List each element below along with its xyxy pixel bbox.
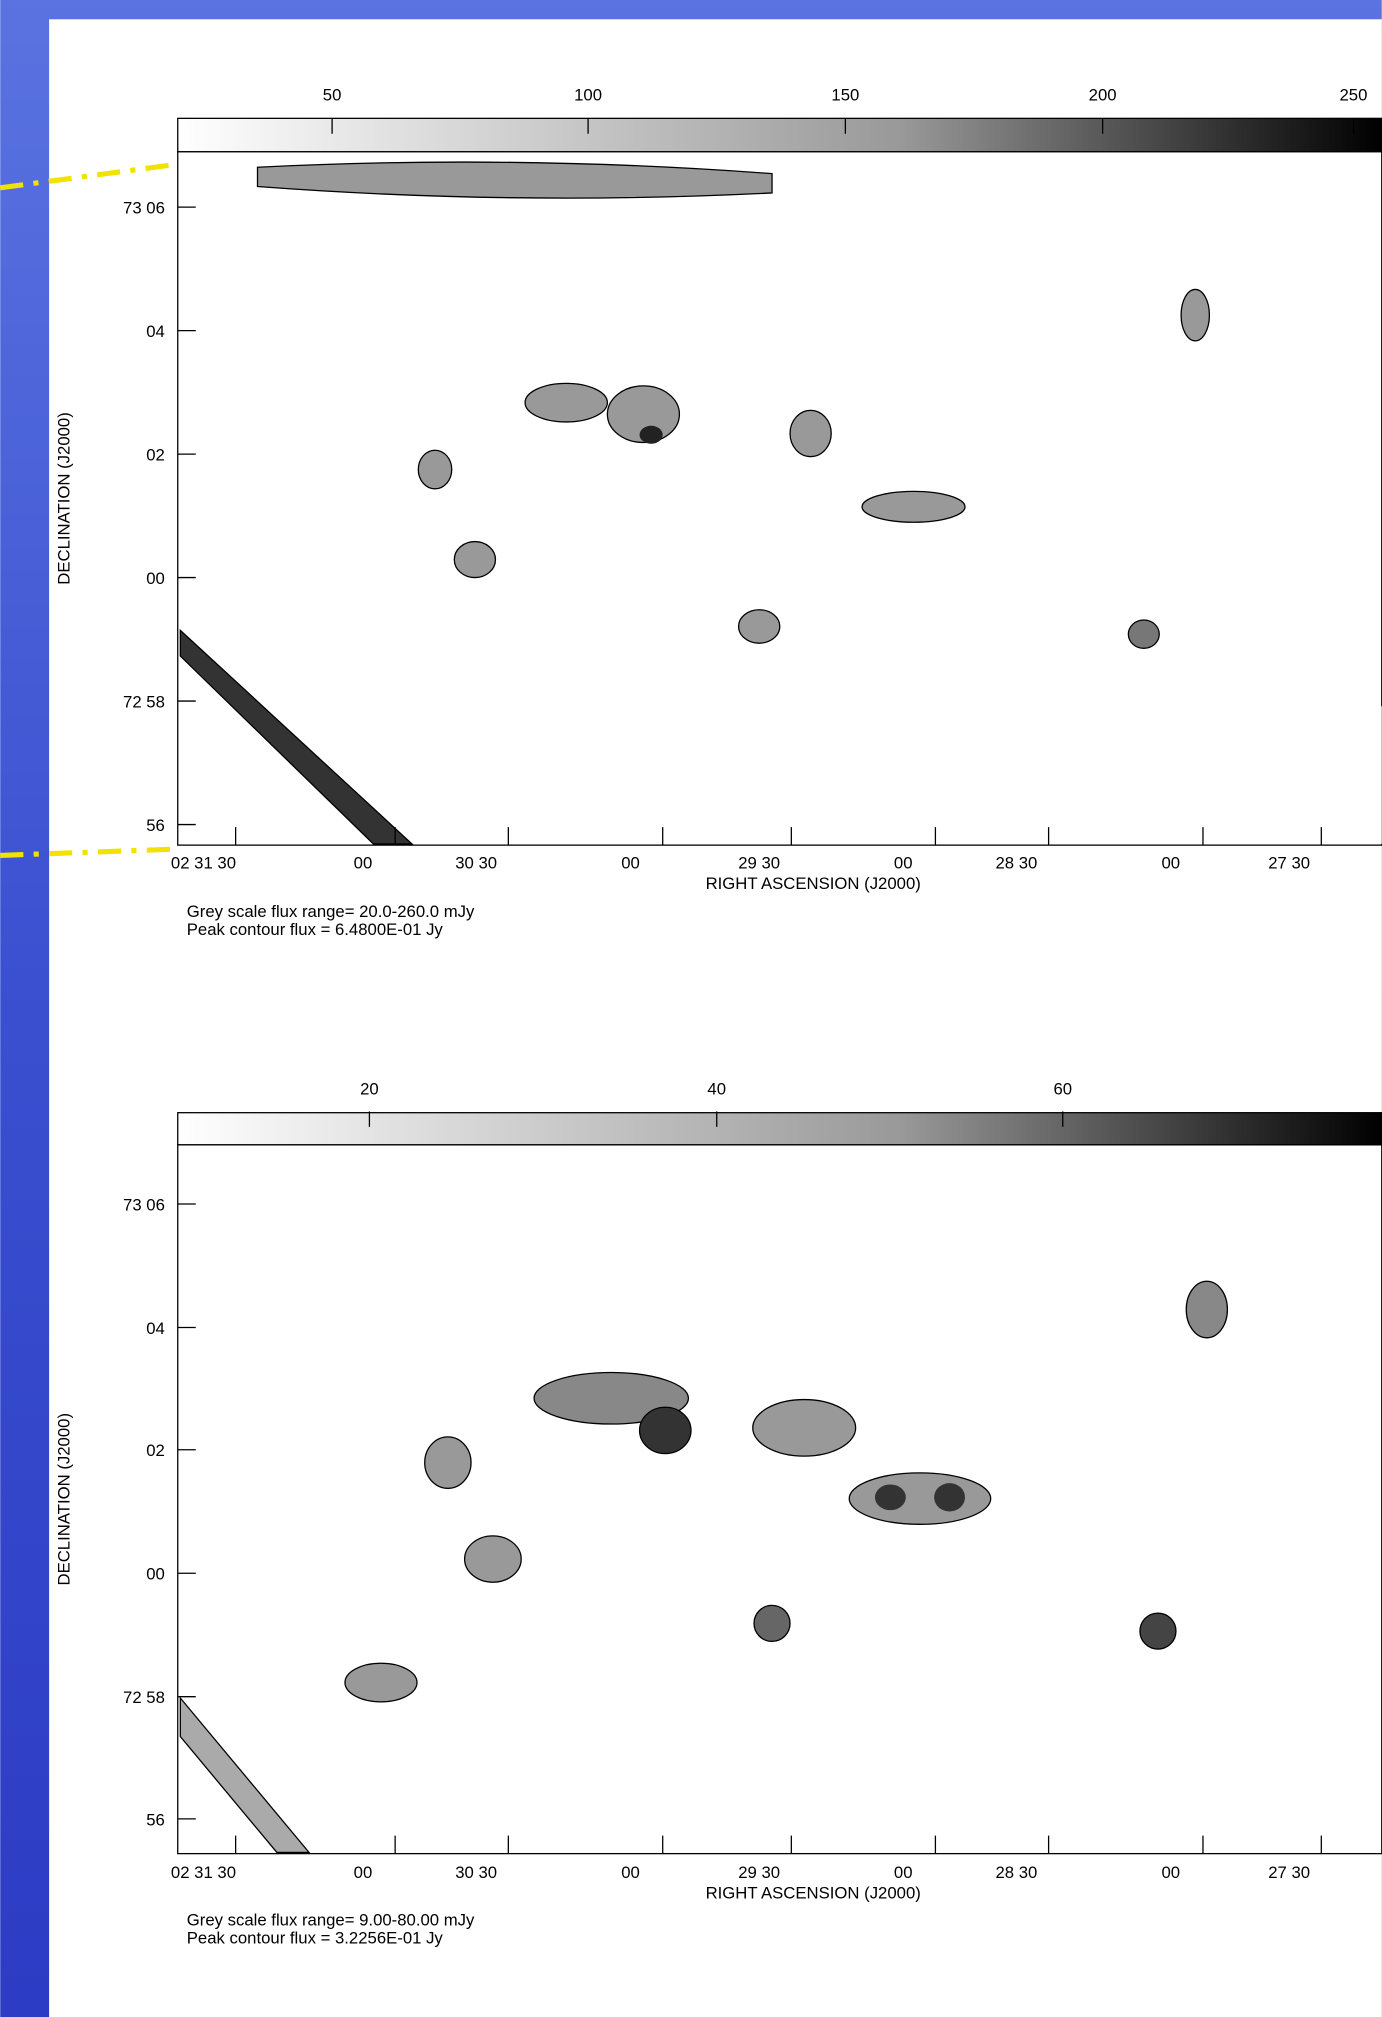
y-tick-label: 73 06 [123,199,165,218]
zoom-line [0,159,194,191]
source-peak [639,425,663,444]
source-peak [874,1484,906,1511]
y-tick-label: 02 [146,446,165,465]
flux-note: Peak contour flux = 3.2256E-01 Jy [187,1929,444,1948]
x-tick-label: 29 30 [738,1863,780,1882]
y-tick-label: 73 06 [123,1195,165,1214]
y-tick-label: 00 [146,569,165,588]
y-axis-label: DECLINATION (J2000) [55,1413,74,1586]
source [638,1406,692,1455]
x-tick-label: 28 30 [996,1863,1038,1882]
colorbar-tick-label: 100 [574,85,602,104]
x-tick-label: 00 [354,853,373,872]
source [1185,1280,1229,1339]
map-frame [177,1144,1382,1855]
edge-emission [179,628,414,845]
x-tick-label: 00 [1162,853,1181,872]
x-axis-label: RIGHT ASCENSION (J2000) [706,1884,921,1903]
colorbar-tick-label: 250 [1340,85,1368,104]
map-1 [177,117,1382,846]
y-tick-label: 56 [146,816,165,835]
source [753,1604,791,1643]
y-tick-label: 00 [146,1565,165,1584]
x-tick-label: 00 [1162,1863,1181,1882]
x-tick-label: 28 30 [996,853,1038,872]
x-tick-label: 02 31 30 [171,1863,236,1882]
y-tick-label: 04 [146,322,165,341]
source [1180,288,1211,342]
y-tick-label: 72 58 [123,1688,165,1707]
x-tick-label: 00 [354,1863,373,1882]
colorbar-tick-label: 20 [360,1080,379,1099]
source [453,540,497,579]
colorbar-tick-label: 40 [707,1080,726,1099]
zoom-line [0,846,181,858]
source [1139,1612,1177,1650]
x-axis-label: RIGHT ASCENSION (J2000) [706,874,921,893]
source [424,1436,472,1489]
map-2 [177,1112,1382,1855]
x-tick-label: 29 30 [738,853,780,872]
colorbar-tick-label: 200 [1089,85,1117,104]
x-tick-label: 30 30 [455,853,497,872]
x-tick-label: 30 30 [455,1863,497,1882]
edge-emission [179,1696,311,1853]
y-tick-label: 02 [146,1441,165,1460]
source [737,609,781,644]
source [752,1398,857,1457]
colorbar [177,1112,1382,1146]
colorbar-tick-label: 50 [323,85,342,104]
colorbar-tick-label: 150 [831,85,859,104]
flux-note: Peak contour flux = 6.4800E-01 Jy [187,920,444,939]
x-tick-label: 00 [621,1863,640,1882]
x-tick-label: 27 30 [1268,1863,1310,1882]
flux-note: Grey scale flux range= 20.0-260.0 mJy [187,902,475,921]
y-tick-label: 56 [146,1810,165,1829]
source [344,1662,418,1703]
source-peak [934,1483,965,1512]
source [463,1535,522,1583]
blank-region [1109,706,1382,844]
source [861,490,966,523]
source [848,1472,992,1525]
source [1127,619,1160,649]
x-tick-label: 27 30 [1268,853,1310,872]
y-axis-label: DECLINATION (J2000) [55,412,74,585]
source [256,161,773,199]
y-tick-label: 72 58 [123,692,165,711]
x-tick-label: 00 [894,1863,913,1882]
x-tick-label: 02 31 30 [171,853,236,872]
y-tick-label: 04 [146,1319,165,1338]
flux-note: Grey scale flux range= 9.00-80.00 mJy [187,1911,475,1930]
colorbar [177,117,1382,153]
source [789,409,832,458]
source [524,382,609,423]
x-tick-label: 00 [894,853,913,872]
x-tick-label: 00 [621,853,640,872]
source [606,385,681,444]
colorbar-tick-label: 60 [1053,1080,1072,1099]
source [417,449,453,490]
